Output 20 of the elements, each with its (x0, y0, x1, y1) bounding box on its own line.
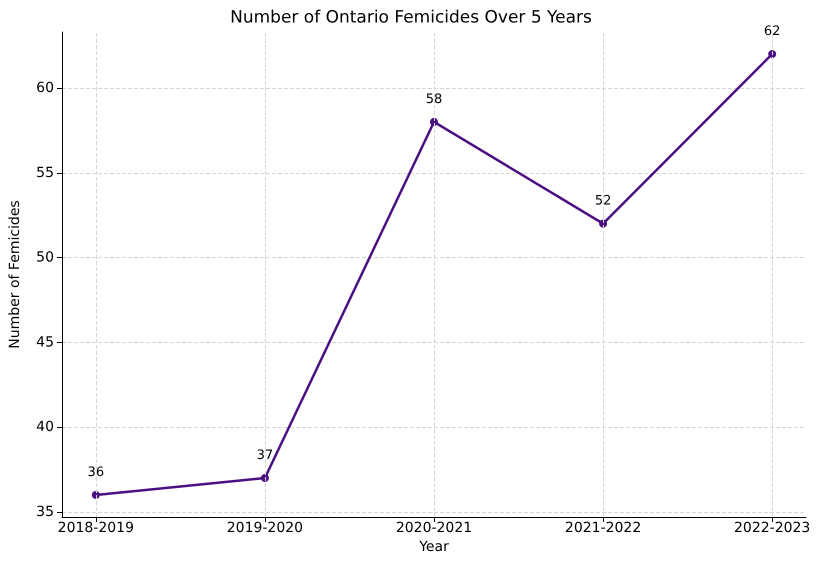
x-tick-label: 2022-2023 (734, 520, 810, 536)
data-label: 52 (594, 194, 612, 209)
y-tick-label: 55 (36, 164, 54, 181)
data-label: 36 (88, 464, 104, 480)
x-tick-label: 2020-2021 (396, 520, 472, 536)
y-tick-label: 45 (36, 334, 54, 350)
data-label: 62 (764, 24, 780, 40)
point (260, 474, 269, 482)
data-label: 37 (256, 448, 274, 463)
x-axis-title: Year (418, 538, 450, 555)
y-tick-label: 50 (36, 250, 54, 266)
x-tick-label: 2021-2022 (564, 520, 642, 536)
y-tick-label: 35 (36, 504, 54, 520)
y-tick-label: 60 (36, 80, 54, 96)
y-axis-title: Number of Femicides (7, 200, 23, 349)
y-tick-label: 40 (36, 419, 54, 436)
data-label: 58 (426, 92, 442, 107)
chart-title: Number of Ontario Femicides Over 5 Years (230, 8, 592, 28)
x-tick-label: 2018-2019 (58, 520, 134, 536)
x-tick-label: 2019-2020 (226, 520, 304, 536)
